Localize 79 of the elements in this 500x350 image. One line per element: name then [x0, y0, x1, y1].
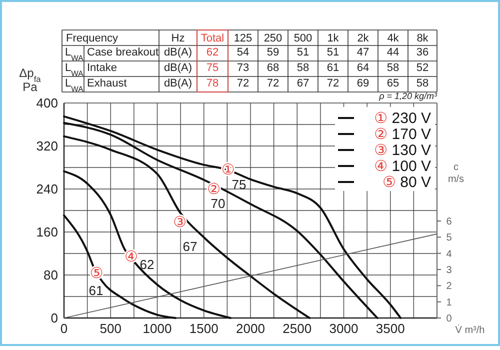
y-axis-title: Δp$_{fa}$ Pa	[19, 66, 42, 94]
y-tick-label: 160	[36, 224, 58, 240]
data-label: 44	[386, 46, 400, 58]
legend-label: ① 230 V	[374, 110, 431, 127]
annotation: 75	[232, 177, 246, 192]
data-label: 72	[236, 78, 250, 90]
x-tick-label: 4k	[387, 32, 400, 44]
legend-label: ④ 100 V	[374, 158, 431, 175]
x-tick-label: 2500	[282, 321, 312, 336]
line-series	[63, 135, 311, 319]
annotation: 62	[140, 257, 154, 272]
x-tick-label: Total	[200, 32, 224, 44]
data-label: 65	[386, 78, 400, 90]
y-tick-label: 0	[50, 310, 58, 326]
x-tick-label: 3000	[329, 321, 358, 336]
y-tick-label: 240	[36, 182, 58, 196]
x-tick-label: 1k	[327, 32, 340, 44]
y2-tick-label: 4	[446, 248, 452, 260]
text: L$_{WA}$	[65, 62, 84, 78]
y2-axis-title: c m/s	[448, 162, 464, 185]
annotation: ρ = 1,20 kg/m³	[378, 91, 438, 101]
data-label: 67	[296, 78, 310, 90]
x-tick-label: 500	[100, 321, 122, 336]
x-tick-label: 3500	[376, 321, 405, 336]
y-axis-title: L$_{WA}$	[65, 46, 84, 62]
data-label: 72	[266, 78, 280, 90]
y2-tick-label: 1	[446, 297, 452, 308]
data-label: 58	[416, 78, 429, 90]
x-axis-title: V̇ m³/h	[455, 324, 485, 336]
x-tick-label: 8k	[416, 32, 429, 44]
legend-label: ⑤ 80 V	[382, 174, 431, 191]
data-label: 51	[296, 46, 310, 58]
y2-tick-label: dB(A)	[164, 62, 192, 74]
annotation: 61	[88, 283, 104, 298]
x-tick-label: 2k	[357, 32, 370, 44]
data-label: 62	[206, 46, 219, 58]
y-tick-label: 80	[44, 268, 58, 282]
y2-tick-label: dB(A)	[164, 46, 192, 58]
y-tick-label: 320	[36, 138, 58, 154]
y2-tick-label: 0	[446, 314, 452, 324]
data-label: 69	[356, 78, 370, 90]
x-tick-label: 2000	[236, 321, 265, 336]
y2-tick-label: 5	[446, 232, 452, 244]
data-label: 58	[386, 62, 400, 74]
y-tick-label: Case breakout	[87, 46, 159, 58]
text: Hz	[171, 32, 185, 44]
x-tick-label: 1000	[142, 321, 172, 336]
y2-tick-label: 2	[446, 281, 452, 292]
x-tick-label: 500	[294, 32, 312, 44]
data-label: 51	[326, 46, 340, 58]
data-label: 78	[206, 78, 219, 90]
data-label: 36	[416, 46, 429, 58]
y-tick-label: Exhaust	[87, 78, 127, 90]
data-label: 72	[326, 78, 340, 90]
y2-tick-label: 6	[446, 216, 452, 228]
data-label: 59	[266, 46, 280, 58]
legend-label: ② 170 V	[374, 126, 431, 143]
annotation: 70	[210, 196, 226, 211]
y2-tick-label: dB(A)	[164, 78, 192, 90]
x-tick-label: 0	[60, 321, 68, 336]
data-label: 58	[296, 62, 310, 74]
annotation: 67	[182, 239, 198, 254]
data-label: 54	[236, 46, 250, 58]
legend-label: ③ 130 V	[374, 142, 431, 159]
y-tick-label: Intake	[87, 62, 117, 74]
y-tick-label: 400	[36, 96, 58, 110]
data-label: 61	[326, 62, 340, 74]
x-tick-label: 1500	[189, 321, 218, 336]
data-label: 47	[356, 46, 370, 58]
y2-tick-label: 3	[446, 265, 452, 276]
data-label: 64	[356, 62, 370, 74]
data-label: 68	[266, 62, 280, 74]
text: L$_{WA}$	[65, 78, 84, 93]
x-tick-label: 125	[234, 32, 252, 44]
data-label: 52	[416, 62, 429, 74]
x-tick-label: 250	[264, 32, 282, 44]
data-label: 75	[206, 62, 219, 74]
data-label: 73	[236, 62, 250, 74]
text: Frequency	[66, 32, 118, 44]
